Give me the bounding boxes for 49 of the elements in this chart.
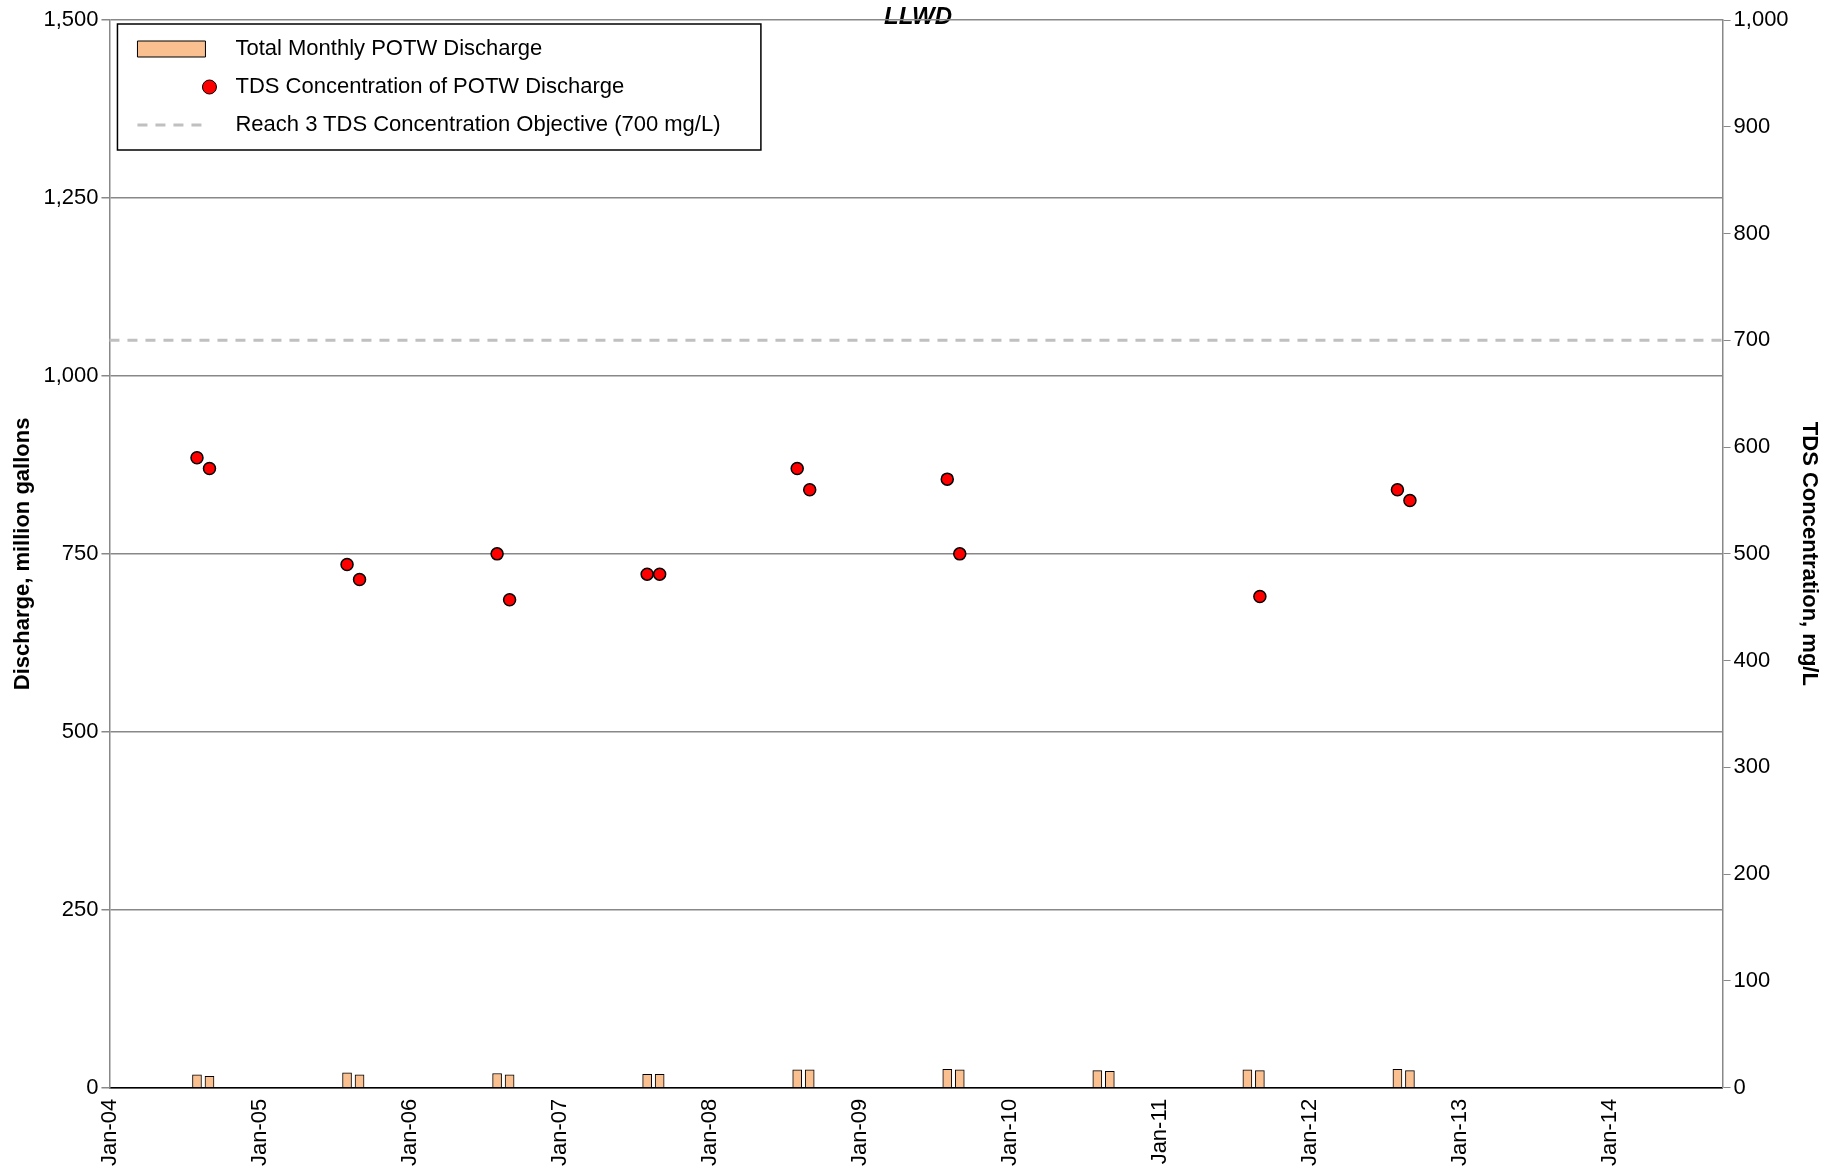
y2-tick-label: 900 [1733, 112, 1771, 138]
point [953, 547, 967, 561]
point [202, 461, 217, 476]
y-tick-label: 1,000 [43, 361, 99, 387]
legend-label: TDS Concentration of POTW Discharge [235, 73, 625, 99]
y2-tick-label: 500 [1733, 539, 1771, 565]
y-tick-label: 500 [61, 717, 99, 743]
x-tick-label: Jan-13 [1446, 1098, 1472, 1167]
x-tick-label: Jan-07 [545, 1098, 571, 1167]
y2-tick-label: 700 [1733, 326, 1771, 352]
x-tick-label: Jan-05 [245, 1098, 271, 1167]
y-axis-title: Discharge, million gallons [9, 417, 35, 691]
y2-tick-label: 800 [1733, 219, 1771, 245]
point [1390, 483, 1405, 497]
y-tick-label: 1,250 [43, 184, 99, 210]
y2-tick-label: 300 [1733, 753, 1771, 779]
y2-tick-label: 1,000 [1733, 6, 1789, 32]
y2-tick-label: 0 [1733, 1073, 1746, 1099]
x-tick-label: Jan-10 [995, 1098, 1021, 1167]
x-tick-label: Jan-09 [845, 1098, 871, 1167]
x-tick-label: Jan-06 [395, 1098, 421, 1167]
point [640, 567, 654, 581]
y2-tick-label: 600 [1733, 433, 1771, 459]
x-tick-label: Jan-08 [695, 1098, 721, 1167]
point [490, 547, 504, 561]
point [790, 461, 804, 476]
legend-label: Reach 3 TDS Concentration Objective (700 mg/L) [235, 111, 721, 137]
y2-tick-label: 200 [1733, 860, 1771, 886]
point [1253, 589, 1267, 604]
point [190, 451, 204, 465]
x-tick-label: Jan-04 [95, 1098, 121, 1167]
point [940, 472, 955, 486]
point [652, 567, 667, 581]
y-tick-label: 0 [86, 1073, 99, 1099]
legend-label: Total Monthly POTW Discharge [235, 35, 543, 61]
x-tick-label: Jan-11 [1145, 1098, 1171, 1165]
x-tick-label: Jan-14 [1596, 1098, 1622, 1167]
point [802, 483, 817, 497]
point [1403, 493, 1417, 508]
y2-tick-label: 100 [1733, 967, 1771, 993]
y-tick-label: 250 [61, 895, 99, 921]
x-tick-label: Jan-12 [1295, 1098, 1321, 1167]
y2-axis-title: TDS Concentration, mg/L [1797, 421, 1823, 686]
point [352, 572, 367, 587]
y-tick-label: 750 [61, 539, 99, 565]
y2-tick-label: 400 [1733, 646, 1771, 672]
point [502, 593, 517, 607]
point [340, 557, 354, 572]
y-tick-label: 1,500 [43, 6, 99, 32]
